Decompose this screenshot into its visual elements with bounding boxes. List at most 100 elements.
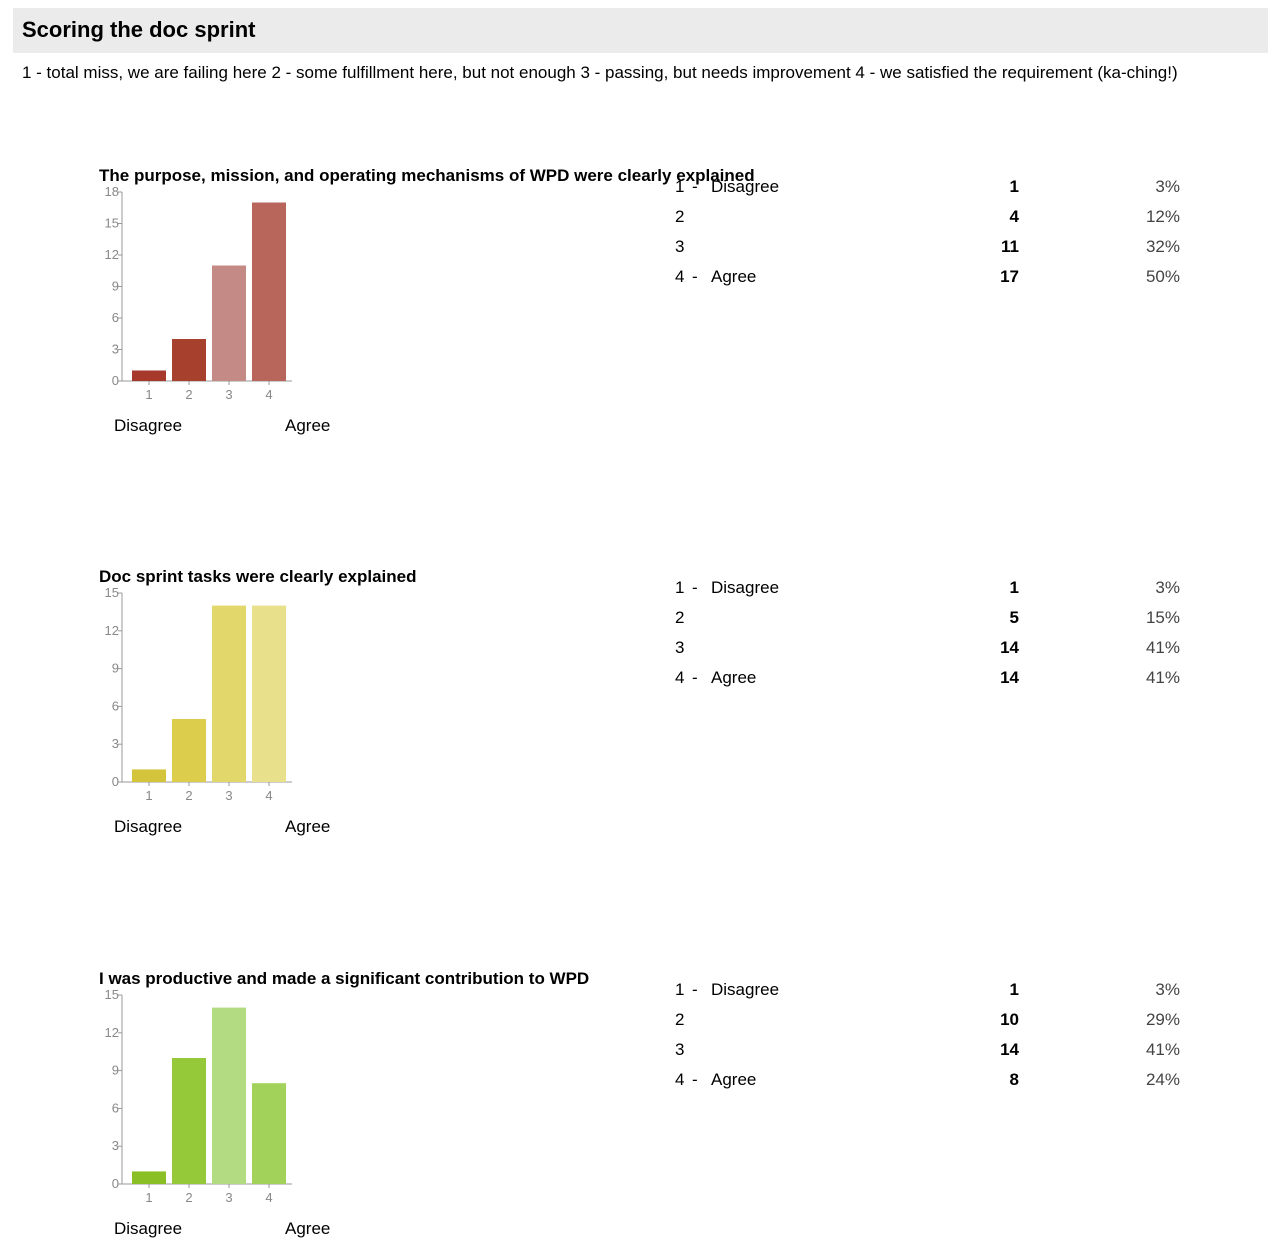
question-block: I was productive and made a significant …	[0, 969, 1282, 1259]
results-row: 1 - Disagree 1 3%	[675, 979, 1195, 1001]
option-number: 4	[675, 267, 685, 286]
option-number: 1	[675, 980, 685, 999]
x-tick-label: 1	[145, 1190, 152, 1205]
y-tick-label: 12	[105, 247, 119, 262]
y-tick-label: 0	[112, 774, 119, 789]
x-tick-label: 2	[185, 387, 192, 402]
x-tick-label: 1	[145, 387, 152, 402]
option-label: Disagree	[711, 578, 780, 597]
bar	[132, 1171, 166, 1184]
option-dash: -	[692, 1070, 698, 1089]
scale-description: 1 - total miss, we are failing here 2 - …	[22, 63, 1178, 82]
results-row: 4 - Agree 17 50%	[675, 266, 1195, 288]
results-row: 2 10 29%	[675, 1009, 1195, 1031]
response-percent: 29%	[1145, 1010, 1180, 1029]
option-number: 3	[675, 237, 685, 256]
scale-high-label: Agree	[285, 817, 331, 836]
option-number: 2	[675, 608, 685, 627]
x-tick-label: 1	[145, 788, 152, 803]
bar	[212, 265, 246, 381]
bar	[172, 1058, 206, 1184]
bar	[252, 605, 286, 782]
option-label: Disagree	[711, 177, 780, 196]
response-percent: 41%	[1145, 638, 1180, 657]
response-percent: 24%	[1145, 1070, 1180, 1089]
scale-high-label: Agree	[285, 416, 331, 435]
y-tick-label: 3	[112, 736, 119, 751]
y-tick-label: 6	[112, 310, 119, 325]
response-percent: 3%	[1155, 177, 1180, 196]
results-row: 4 - Agree 14 41%	[675, 667, 1195, 689]
option-dash: -	[692, 578, 698, 597]
option-label: Agree	[711, 1070, 757, 1089]
option-dash: -	[692, 668, 698, 687]
response-percent: 12%	[1145, 207, 1180, 226]
y-tick-label: 15	[105, 585, 119, 600]
response-count: 14	[1000, 668, 1019, 687]
scale-high-label: Agree	[285, 1219, 331, 1238]
response-count: 10	[1000, 1010, 1019, 1029]
bar	[252, 202, 286, 381]
results-row: 1 - Disagree 1 3%	[675, 176, 1195, 198]
scale-low-label: Disagree	[114, 416, 183, 435]
response-percent: 32%	[1145, 237, 1180, 256]
question-block: The purpose, mission, and operating mech…	[0, 166, 1282, 456]
response-percent: 50%	[1145, 267, 1180, 286]
results-row: 1 - Disagree 1 3%	[675, 577, 1195, 599]
y-tick-label: 9	[112, 279, 119, 294]
x-tick-label: 3	[225, 1190, 232, 1205]
response-count: 5	[1009, 608, 1019, 627]
response-percent: 41%	[1145, 668, 1180, 687]
question-title: I was productive and made a significant …	[99, 969, 590, 988]
bar	[132, 370, 166, 381]
y-tick-label: 15	[105, 987, 119, 1002]
y-tick-label: 9	[112, 1063, 119, 1078]
question-title: Doc sprint tasks were clearly explained	[99, 567, 417, 586]
y-tick-label: 6	[112, 1100, 119, 1115]
results-row: 3 11 32%	[675, 236, 1195, 258]
option-dash: -	[692, 177, 698, 196]
option-number: 1	[675, 578, 685, 597]
header-bar: Scoring the doc sprint	[13, 8, 1268, 53]
option-label: Disagree	[711, 980, 780, 999]
option-number: 3	[675, 1040, 685, 1059]
response-percent: 15%	[1145, 608, 1180, 627]
bar	[252, 1083, 286, 1184]
results-row: 3 14 41%	[675, 1039, 1195, 1061]
results-row: 2 5 15%	[675, 607, 1195, 629]
y-tick-label: 3	[112, 342, 119, 357]
option-label: Agree	[711, 668, 757, 687]
x-tick-label: 4	[265, 387, 272, 402]
results-row: 2 4 12%	[675, 206, 1195, 228]
bar	[212, 605, 246, 782]
option-label: Agree	[711, 267, 757, 286]
option-number: 1	[675, 177, 685, 196]
page-title: Scoring the doc sprint	[22, 17, 256, 42]
response-percent: 41%	[1145, 1040, 1180, 1059]
bar	[212, 1007, 246, 1184]
option-dash: -	[692, 267, 698, 286]
x-tick-label: 2	[185, 788, 192, 803]
x-tick-label: 3	[225, 788, 232, 803]
y-tick-label: 15	[105, 216, 119, 231]
y-tick-label: 18	[105, 184, 119, 199]
y-tick-label: 6	[112, 698, 119, 713]
option-number: 3	[675, 638, 685, 657]
option-number: 4	[675, 1070, 685, 1089]
response-count: 17	[1000, 267, 1019, 286]
response-count: 4	[1009, 207, 1019, 226]
results-row: 4 - Agree 8 24%	[675, 1069, 1195, 1091]
response-count: 1	[1009, 177, 1019, 196]
response-count: 8	[1009, 1070, 1019, 1089]
response-count: 1	[1009, 578, 1019, 597]
option-number: 4	[675, 668, 685, 687]
bar	[172, 719, 206, 782]
bar	[172, 339, 206, 381]
bar	[132, 769, 166, 782]
response-count: 14	[1000, 1040, 1019, 1059]
y-tick-label: 12	[105, 1025, 119, 1040]
x-tick-label: 4	[265, 1190, 272, 1205]
question-title: The purpose, mission, and operating mech…	[99, 166, 755, 185]
